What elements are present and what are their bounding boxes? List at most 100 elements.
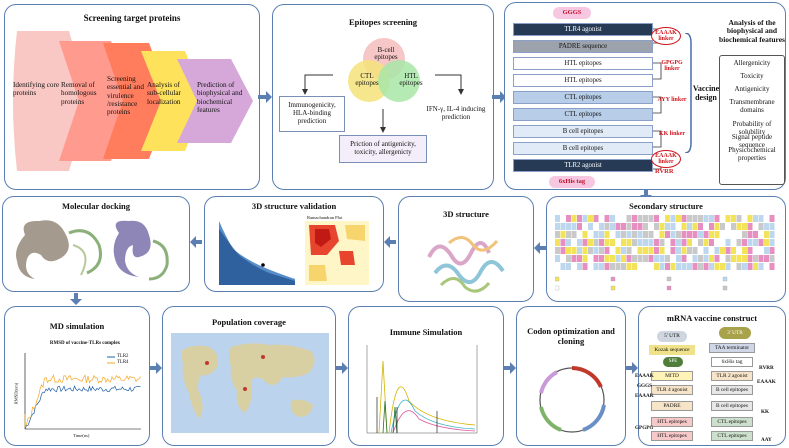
sequence-cell <box>769 231 775 238</box>
sequence-cell <box>714 223 720 230</box>
sequence-cell <box>714 247 720 254</box>
sequence-cell <box>593 255 599 262</box>
sequence-cell <box>588 239 593 246</box>
sequence-cell <box>604 215 610 222</box>
sequence-cell <box>747 231 753 238</box>
sequence-cell <box>681 247 687 254</box>
sequence-cell <box>736 231 742 238</box>
chevron-5 <box>177 59 253 143</box>
sequence-cell <box>692 247 698 254</box>
arrow-right-icon <box>626 362 638 374</box>
sequence-cell <box>593 223 599 230</box>
sequence-cell <box>555 231 560 238</box>
arrow-right-icon <box>258 91 272 103</box>
analysis-item: Allergenicity <box>733 59 771 67</box>
screening-step-1: Identifying core proteins <box>13 81 60 98</box>
sequence-cell <box>769 255 775 262</box>
sequence-cell <box>764 231 769 238</box>
sequence-cell <box>747 215 753 222</box>
sequence-cell <box>621 215 626 222</box>
screening-title: Screening target proteins <box>83 13 181 23</box>
mrna-left-label: GGGS <box>637 383 652 389</box>
sequence-cell <box>764 239 769 246</box>
sequence-cell <box>615 255 621 262</box>
screening-chevrons <box>13 31 253 171</box>
sequence-cell <box>742 223 747 230</box>
sequence-cell <box>566 239 571 246</box>
sequence-cell <box>681 223 687 230</box>
sequence-cell <box>577 215 582 222</box>
sequence-cell <box>599 215 604 222</box>
sequence-cell <box>560 223 566 230</box>
sequence-cell <box>764 223 769 230</box>
sequence-cell <box>555 247 560 254</box>
sequence-cell <box>769 247 775 254</box>
sequence-cell <box>769 215 775 222</box>
sequence-cell <box>555 215 560 222</box>
sequence-cell <box>709 247 714 254</box>
sequence-cell <box>571 231 577 238</box>
sequence-cell <box>703 215 709 222</box>
sequence-cell <box>643 215 648 222</box>
sequence-cell <box>632 223 637 230</box>
sequence-cell <box>714 255 720 262</box>
sequence-cell <box>665 215 670 222</box>
sequence-cell <box>643 247 648 254</box>
sequence-cell <box>742 239 747 246</box>
screening-step-3: Screening essential and virulence /resis… <box>107 75 144 117</box>
sequence-cell <box>698 231 703 238</box>
sequence-cell <box>731 255 736 262</box>
mrna-right-row: B cell epitopes <box>711 401 753 411</box>
sequence-cell <box>659 263 665 270</box>
sequence-cell <box>676 223 681 230</box>
sequence-cell <box>753 247 758 254</box>
mrna-left-row: TLR 4 agonist <box>651 385 693 395</box>
sequence-cell <box>643 263 648 270</box>
row-ctl-1: CTL epitopes <box>513 91 653 104</box>
md-xlabel: Time(ns) <box>73 433 90 438</box>
sequence-cell <box>571 223 577 230</box>
sequence-cell <box>687 223 692 230</box>
sequence-cell <box>632 215 637 222</box>
sequence-cell <box>648 239 654 246</box>
docking-panel: Molecular docking <box>2 196 190 292</box>
sequence-cell <box>654 239 659 246</box>
sequence-cell <box>648 223 654 230</box>
sequence-cell <box>736 215 742 222</box>
sequence-cell <box>571 247 577 254</box>
sequence-cell <box>610 239 615 246</box>
sequence-cell <box>582 239 588 246</box>
validation-panel: 3D structure validation Ramachandran Plo… <box>204 196 384 292</box>
sequence-map-image <box>555 215 775 291</box>
sequence-cell <box>720 223 725 230</box>
sequence-cell <box>703 255 709 262</box>
sig-badge: SPE <box>663 357 683 367</box>
sequence-cell <box>681 239 687 246</box>
sequence-cell <box>709 239 714 246</box>
legend-swatch <box>666 276 672 282</box>
sequence-cell <box>648 263 654 270</box>
sequence-cell <box>632 263 637 270</box>
arrow-down-icon <box>70 293 82 305</box>
sequence-cell <box>670 255 676 262</box>
sequence-cell <box>615 231 621 238</box>
sequence-cell <box>720 255 725 262</box>
sequence-cell <box>687 231 692 238</box>
sequence-cell <box>758 239 764 246</box>
mrna-right-row: CTL epitopes <box>711 417 753 427</box>
sequence-cell <box>621 239 626 246</box>
sequence-cell <box>632 247 637 254</box>
sequence-cell <box>648 215 654 222</box>
sequence-cell <box>758 223 764 230</box>
sequence-cell <box>560 263 566 270</box>
sequence-cell <box>588 215 593 222</box>
sequence-cell <box>643 231 648 238</box>
linker-kk: KK linker <box>658 131 686 137</box>
sequence-cell <box>709 231 714 238</box>
md-panel: MD simulation RMSD of vaccine-TLRs compl… <box>4 306 150 446</box>
sequence-cell <box>582 263 588 270</box>
sequence-cell <box>566 255 571 262</box>
sequence-cell <box>604 247 610 254</box>
mrna-left-row: HTL epitopes <box>651 431 693 441</box>
sequence-cell <box>615 263 621 270</box>
